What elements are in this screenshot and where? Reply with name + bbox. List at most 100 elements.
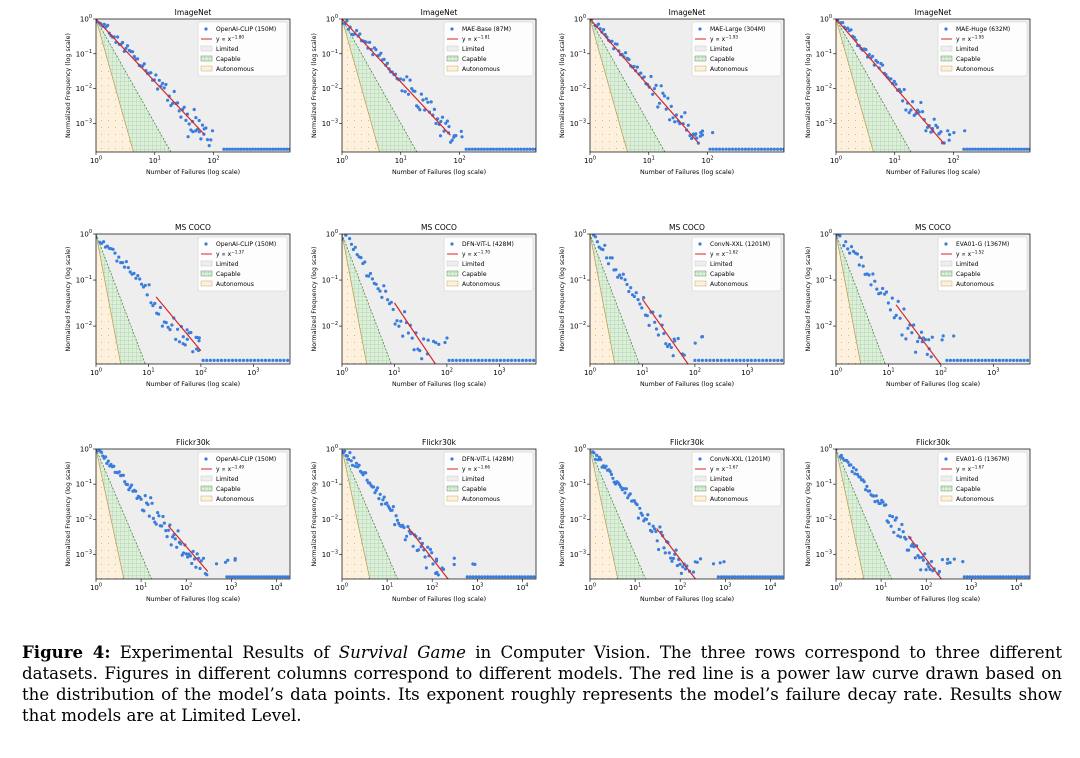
chart-panel: 100 101 102 103 10−2 10−1 100 MS COCO Number of … — [56, 220, 302, 420]
data-point — [526, 575, 530, 579]
legend-swatch-autonomous — [446, 65, 459, 72]
data-point — [780, 358, 784, 362]
chart-panel: 100 101 102 103 104 10−3 10−2 10−1 100 Flickr30k N… — [302, 435, 548, 635]
chart-svg: 100 101 102 10−3 10−2 10−1 100 ImageNet Number o… — [805, 8, 1031, 176]
data-point — [399, 319, 403, 323]
data-point — [888, 308, 892, 312]
data-point — [521, 358, 525, 362]
data-point — [646, 513, 650, 517]
data-point — [147, 514, 151, 518]
data-point — [979, 575, 983, 579]
data-point — [423, 555, 427, 559]
data-point — [604, 464, 608, 468]
y-axis-label: Normalized Frequency (log scale) — [805, 33, 812, 138]
data-point — [139, 497, 143, 501]
data-point — [919, 568, 923, 572]
legend-swatch-capable — [446, 55, 459, 62]
legend-swatch-autonomous — [940, 280, 953, 287]
data-point — [1022, 358, 1026, 362]
legend-swatch-limited — [200, 45, 213, 52]
data-point — [176, 529, 180, 533]
legend-label-model: MAE-Base (87M) — [462, 26, 511, 33]
data-point — [343, 449, 347, 453]
x-tick-label: 102 — [701, 156, 713, 166]
data-point — [230, 358, 235, 362]
y-tick-label: 10−3 — [322, 118, 338, 128]
data-point — [904, 537, 908, 541]
data-point — [645, 314, 649, 318]
data-point — [177, 340, 182, 344]
data-point — [254, 575, 258, 579]
data-point — [194, 565, 198, 569]
capable-boundary — [96, 234, 146, 364]
x-axis-label: Number of Failures (log scale) — [886, 381, 980, 388]
data-point — [654, 83, 658, 87]
data-point — [402, 78, 406, 82]
capable-boundary — [96, 449, 152, 579]
data-point — [622, 487, 626, 491]
data-point — [379, 51, 383, 55]
data-point — [976, 358, 981, 362]
data-point — [766, 147, 770, 151]
legend: ConvN-XXL (1201M) y ∝ x−1.62 Limited Capabl… — [691, 236, 782, 292]
data-point — [761, 358, 765, 362]
x-tick-label: 103 — [225, 583, 237, 593]
y-tick-label: 10−1 — [570, 275, 586, 284]
data-point — [480, 358, 484, 362]
data-point — [636, 298, 640, 302]
data-point — [662, 546, 666, 550]
data-point — [382, 495, 386, 499]
data-point — [142, 62, 146, 66]
capable-boundary — [836, 19, 912, 152]
data-point — [143, 494, 147, 498]
x-tick-label: 103 — [719, 583, 731, 593]
legend-label-autonomous: Autonomous — [462, 66, 500, 73]
data-point — [625, 282, 629, 287]
data-point — [982, 147, 986, 151]
data-point — [743, 147, 747, 151]
x-tick-label: 102 — [674, 583, 686, 593]
data-point — [776, 358, 780, 362]
legend-label-capable: Capable — [216, 271, 241, 278]
x-tick-label: 102 — [453, 156, 465, 166]
data-point — [948, 133, 952, 137]
chart-title: Flickr30k — [176, 438, 211, 447]
data-point — [452, 556, 456, 560]
chart-svg: 100 101 102 103 104 10−3 10−2 10−1 100 Flickr30k N… — [559, 438, 785, 603]
power-law-fit-line — [393, 302, 437, 364]
legend-swatch-autonomous — [694, 495, 707, 502]
data-point — [413, 89, 417, 93]
data-point — [450, 138, 454, 142]
data-point — [179, 115, 183, 119]
x-tick-label: 100 — [336, 368, 348, 378]
data-point — [733, 575, 737, 579]
legend: MAE-Base (87M) y ∝ x−1.81 Limited Capable Au… — [443, 21, 534, 77]
data-point — [656, 105, 660, 109]
data-point — [165, 535, 169, 539]
data-point — [256, 358, 260, 362]
data-point — [391, 307, 395, 312]
x-tick-label: 102 — [426, 583, 438, 593]
x-axis-label: Number of Failures (log scale) — [146, 596, 240, 603]
legend-label-capable: Capable — [462, 486, 487, 493]
data-point — [937, 569, 942, 574]
data-point — [242, 147, 246, 151]
data-point — [126, 44, 130, 48]
data-point — [459, 129, 463, 133]
data-point — [658, 314, 662, 318]
data-point — [106, 459, 110, 463]
data-point — [610, 256, 614, 260]
data-point — [154, 522, 158, 526]
data-point — [925, 352, 929, 356]
data-point — [993, 575, 997, 579]
data-point — [679, 571, 683, 575]
autonomous-region — [96, 19, 134, 152]
data-point — [917, 556, 921, 560]
x-tick-label: 100 — [584, 156, 596, 166]
data-point — [873, 500, 877, 504]
data-point — [653, 320, 657, 324]
data-point — [428, 547, 432, 551]
axes-frame — [341, 233, 537, 365]
data-point — [348, 451, 352, 455]
chart-panel: 100 101 102 103 10−2 10−1 100 MS COCO Number of … — [302, 220, 548, 420]
